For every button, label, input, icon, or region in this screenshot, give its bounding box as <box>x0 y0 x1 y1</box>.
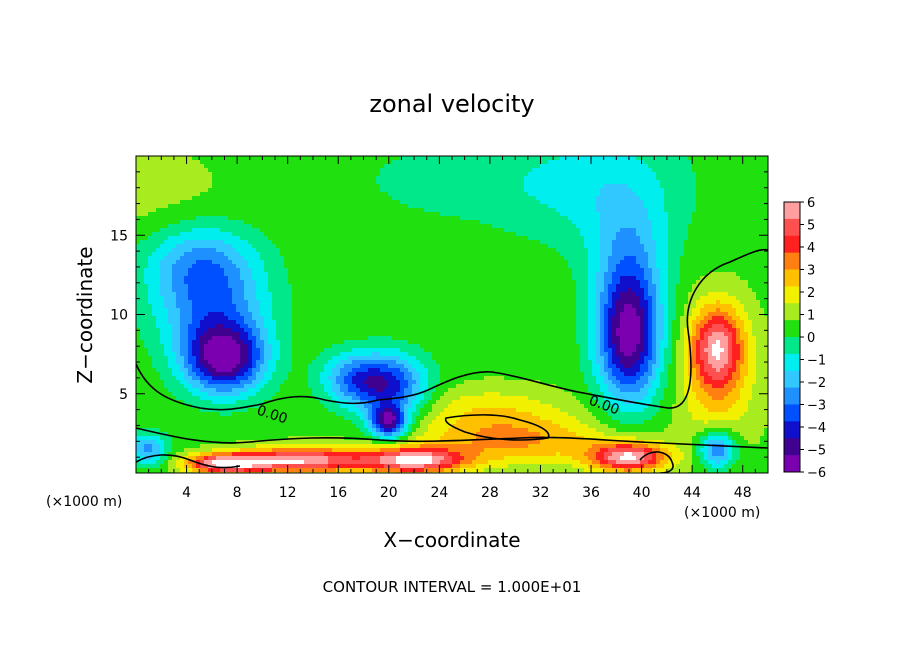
colorbar-tick-label: 3 <box>807 264 815 279</box>
zero-contours <box>136 248 768 473</box>
x-tick-label: 48 <box>734 485 752 501</box>
colorbar-swatch <box>784 252 800 270</box>
x-axis: 4 8 12 16 20 24 28 32 36 40 44 48 <box>148 156 756 501</box>
colorbar-swatch <box>784 269 800 287</box>
x-tick-label: 24 <box>430 485 448 501</box>
colorbar-swatch <box>784 235 800 254</box>
colorbar-swatch <box>784 353 800 372</box>
colorbar-swatch <box>784 202 800 220</box>
colorbar-swatch <box>784 421 800 439</box>
x-unit-right: (×1000 m) <box>684 505 760 521</box>
colorbar-tick-label: −2 <box>807 376 826 391</box>
colorbar-tick-label: −1 <box>807 354 826 369</box>
colorbar-tick-label: 4 <box>807 241 815 256</box>
zero-contour-pocket <box>444 414 550 441</box>
zero-contour-main <box>136 248 768 411</box>
colorbar-tick-label: −5 <box>807 444 826 459</box>
y-tick-label: 5 <box>119 387 128 403</box>
x-tick-label: 8 <box>233 485 242 501</box>
colorbar-swatch <box>784 370 800 389</box>
colorbar-swatch <box>784 455 800 473</box>
x-tick-label: 28 <box>481 485 499 501</box>
colorbar-tick-label: −3 <box>807 399 826 414</box>
x-unit-left: (×1000 m) <box>46 494 122 510</box>
velocity-field <box>136 156 768 473</box>
colorbar-swatch <box>784 387 800 405</box>
colorbar-tick-label: −4 <box>807 421 826 436</box>
zero-contour-lower <box>136 427 768 449</box>
x-tick-label: 4 <box>182 485 191 501</box>
colorbar-swatch <box>784 337 800 355</box>
colorbar-swatch <box>784 286 800 304</box>
x-tick-label: 32 <box>532 485 550 501</box>
colorbar-tick-label: 2 <box>807 286 815 301</box>
colorbar-swatch <box>784 218 800 237</box>
colorbar-tick-label: 6 <box>807 196 815 211</box>
colorbar-tick-label: 5 <box>807 219 815 234</box>
colorbar-swatch <box>784 438 800 456</box>
y-axis-label: Z−coordinate <box>73 246 97 383</box>
y-tick-label: 15 <box>110 228 128 244</box>
colorbar-tick-label: 0 <box>807 331 815 346</box>
colorbar-swatch <box>784 320 800 338</box>
x-tick-label: 44 <box>683 485 701 501</box>
zero-contour-bottom-left <box>136 454 241 469</box>
x-tick-label: 20 <box>380 485 398 501</box>
x-tick-label: 12 <box>279 485 297 501</box>
chart-title: zonal velocity <box>369 90 534 118</box>
x-tick-label: 16 <box>329 485 347 501</box>
x-tick-label: 40 <box>633 485 651 501</box>
colorbar-tick-label: 1 <box>807 309 815 324</box>
y-axis: 5 10 15 <box>110 171 768 458</box>
x-tick-label: 36 <box>582 485 600 501</box>
contour-interval-note: CONTOUR INTERVAL = 1.000E+01 <box>323 578 582 596</box>
colorbar: 6 5 4 3 2 1 0 −1 −2 −3 −4 −5 −6 <box>783 196 826 481</box>
colorbar-swatch <box>784 303 800 321</box>
y-tick-label: 10 <box>110 308 128 324</box>
colorbar-swatch <box>784 404 800 422</box>
x-axis-label: X−coordinate <box>383 528 520 552</box>
colorbar-tick-label: −6 <box>807 466 826 481</box>
